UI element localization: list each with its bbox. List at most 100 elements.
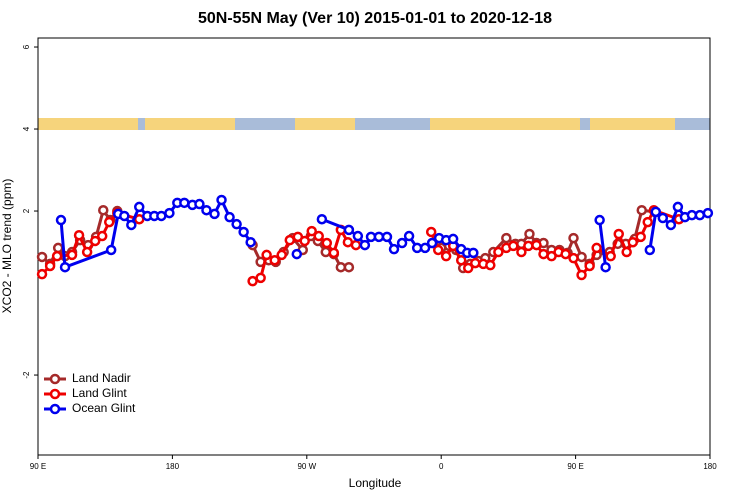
point (635, 231, 646, 243)
point (665, 219, 677, 231)
point (432, 244, 444, 256)
point (462, 262, 474, 274)
point (98, 204, 109, 216)
legend-label: Ocean Glint (72, 401, 136, 415)
point (568, 252, 579, 264)
point (342, 236, 354, 248)
y-tick-label: 2 (22, 208, 31, 213)
point (493, 246, 504, 258)
y-axis-label: XCO2 - MLO trend (ppm) (0, 179, 14, 314)
point (335, 261, 347, 273)
point (164, 207, 175, 219)
point (516, 246, 527, 258)
point (485, 259, 496, 271)
point (403, 230, 415, 242)
point (576, 269, 587, 281)
legend-marker (49, 388, 61, 400)
point (59, 261, 71, 273)
point (216, 194, 227, 206)
point (238, 226, 249, 238)
x-tick-label: 90 W (297, 462, 316, 471)
point (133, 201, 145, 213)
point (584, 260, 595, 272)
point (468, 247, 479, 259)
point (523, 240, 534, 252)
point (269, 254, 280, 266)
point (613, 228, 625, 240)
point (600, 261, 611, 273)
x-tick-label: 180 (166, 462, 180, 471)
point (594, 214, 605, 226)
point (66, 249, 78, 261)
point (103, 216, 115, 228)
point (425, 226, 437, 238)
point (36, 268, 48, 280)
chart-title: 50N-55N May (Ver 10) 2015-01-01 to 2020-… (198, 10, 552, 27)
x-tick-label: 90 E (30, 462, 46, 471)
point (343, 261, 355, 273)
point (388, 243, 400, 255)
legend-marker (49, 373, 61, 385)
point (36, 251, 48, 263)
point (373, 231, 385, 243)
point (81, 246, 93, 258)
point (672, 201, 684, 213)
point (231, 218, 242, 230)
x-tick-label: 180 (703, 462, 717, 471)
point (605, 250, 616, 262)
point (447, 233, 459, 245)
legend-label: Land Nadir (72, 371, 131, 385)
y-tick-label: -2 (22, 371, 31, 379)
point (501, 232, 512, 244)
point (531, 239, 542, 251)
point (426, 237, 438, 249)
point (359, 239, 371, 251)
point (524, 228, 535, 240)
legend-label: Land Glint (72, 386, 127, 400)
point (96, 230, 108, 242)
point (306, 225, 317, 237)
point (381, 231, 393, 243)
point (576, 251, 587, 263)
point (328, 247, 340, 259)
point (636, 204, 648, 216)
point (119, 210, 130, 222)
point (284, 234, 296, 246)
point (126, 219, 137, 231)
point (343, 224, 355, 236)
point (194, 198, 205, 210)
point (621, 246, 632, 258)
point (321, 237, 333, 249)
point (455, 254, 467, 266)
point (627, 236, 639, 248)
point (245, 236, 256, 248)
plot-frame (37, 37, 711, 456)
point (224, 211, 235, 223)
point (179, 197, 190, 209)
point (419, 242, 431, 254)
point (568, 232, 579, 244)
point (538, 248, 549, 260)
x-tick-label: 0 (439, 462, 444, 471)
point (89, 235, 101, 247)
point (396, 237, 408, 249)
point (644, 244, 656, 256)
point (320, 246, 332, 258)
point (52, 242, 64, 254)
point (350, 239, 362, 251)
point (55, 214, 67, 226)
x-axis-label: Longitude (349, 476, 402, 490)
y-tick-label: 6 (22, 44, 31, 49)
point (702, 207, 714, 219)
point (560, 248, 571, 260)
point (352, 230, 364, 242)
point (247, 275, 258, 287)
point (291, 248, 303, 260)
point (316, 213, 328, 225)
point (156, 210, 167, 222)
point (508, 240, 519, 252)
point (657, 212, 669, 224)
point (299, 235, 310, 247)
point (276, 249, 287, 261)
point (201, 204, 212, 216)
